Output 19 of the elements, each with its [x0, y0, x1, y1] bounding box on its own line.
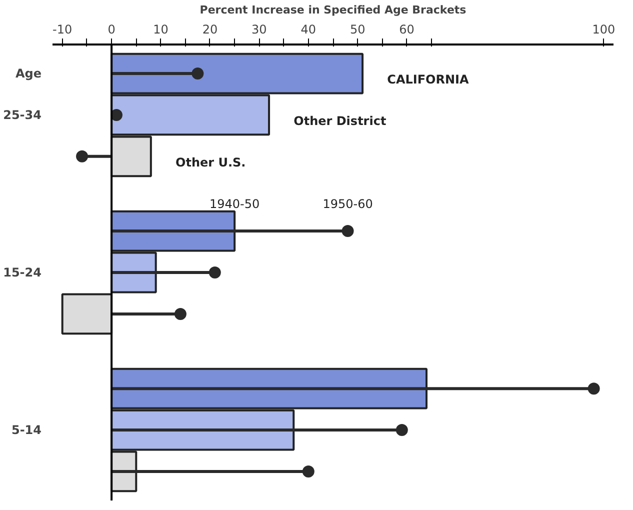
x-tick-label: 30 — [252, 22, 267, 36]
y-tick-label: 15-24 — [3, 266, 42, 280]
y-tick-label: Age — [15, 66, 42, 81]
x-tick-label: 60 — [399, 22, 414, 36]
series-label: 1940-50 — [210, 197, 260, 212]
y-tick-label: 25-34 — [3, 108, 42, 122]
x-tick-label: 20 — [202, 22, 218, 36]
y-tick-label: 5-14 — [11, 423, 42, 438]
x-tick-label: -10 — [52, 22, 72, 36]
x-axis-title: Percent Increase in Specified Age Brackets — [200, 4, 467, 16]
annotation: Other U.S. — [176, 156, 246, 170]
annotation: CALIFORNIA — [387, 72, 470, 87]
annotation: Other District — [294, 114, 386, 128]
x-tick-label: 40 — [300, 22, 316, 36]
x-tick-label: 0 — [108, 22, 116, 36]
x-tick-label: 50 — [350, 22, 366, 36]
x-tick-label: 10 — [153, 22, 168, 36]
x-tick-label: 100 — [592, 22, 616, 36]
series-label: 1950-60 — [322, 197, 373, 212]
